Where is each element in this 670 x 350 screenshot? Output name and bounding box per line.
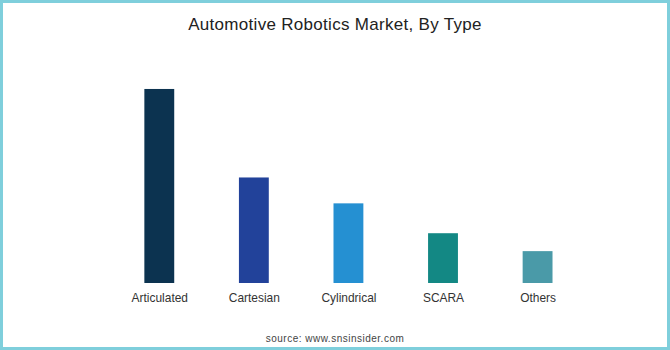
svg-text:Cartesian: Cartesian: [229, 291, 280, 305]
svg-text:Cylindrical: Cylindrical: [321, 291, 376, 305]
svg-text:Articulated: Articulated: [132, 291, 188, 305]
html-text:Automotive Robotics Market, By: Automotive Robotics Market, By Type: [188, 15, 482, 34]
svg-text:SCARA: SCARA: [423, 291, 464, 305]
svg-text:Others: Others: [520, 291, 556, 305]
html-text:source: www.snsinsider.com: source: www.snsinsider.com: [265, 333, 405, 344]
